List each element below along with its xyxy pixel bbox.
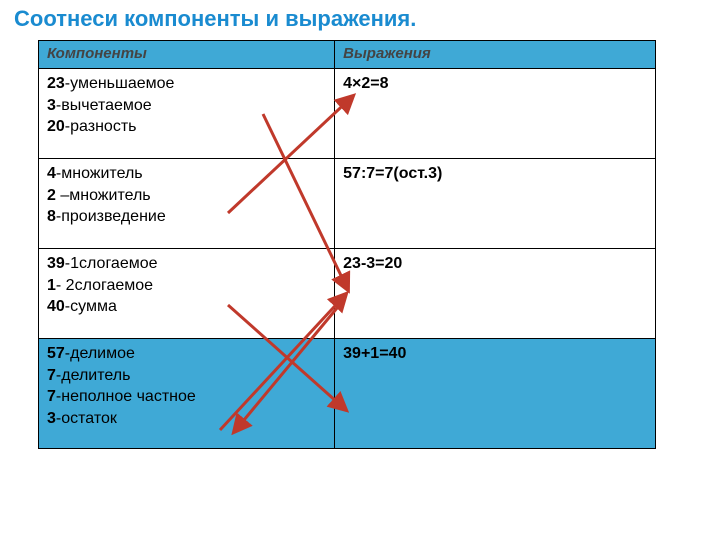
components-cell: 4-множитель2 –множитель8-произведение bbox=[39, 159, 335, 249]
header-components: Компоненты bbox=[39, 41, 335, 69]
table-row: 57-делимое7-делитель7-неполное частное3-… bbox=[39, 339, 656, 449]
expression-cell: 23-3=20 bbox=[335, 249, 656, 339]
expression-cell: 39+1=40 bbox=[335, 339, 656, 449]
table-body: 23-уменьшаемое3-вычетаемое20-разность 4×… bbox=[39, 69, 656, 449]
match-table-wrap: Компоненты Выражения 23-уменьшаемое3-выч… bbox=[38, 40, 656, 449]
expression-cell: 4×2=8 bbox=[335, 69, 656, 159]
components-cell: 39-1слогаемое1- 2слогаемое40-сумма bbox=[39, 249, 335, 339]
expression-cell: 57:7=7(ост.3) bbox=[335, 159, 656, 249]
header-expressions: Выражения bbox=[335, 41, 656, 69]
components-cell: 23-уменьшаемое3-вычетаемое20-разность bbox=[39, 69, 335, 159]
table-row: 23-уменьшаемое3-вычетаемое20-разность 4×… bbox=[39, 69, 656, 159]
page-title: Соотнеси компоненты и выражения. bbox=[14, 6, 416, 32]
table-row: 4-множитель2 –множитель8-произведение 57… bbox=[39, 159, 656, 249]
match-table: Компоненты Выражения 23-уменьшаемое3-выч… bbox=[38, 40, 656, 449]
header-row: Компоненты Выражения bbox=[39, 41, 656, 69]
components-cell: 57-делимое7-делитель7-неполное частное3-… bbox=[39, 339, 335, 449]
table-row: 39-1слогаемое1- 2слогаемое40-сумма 23-3=… bbox=[39, 249, 656, 339]
